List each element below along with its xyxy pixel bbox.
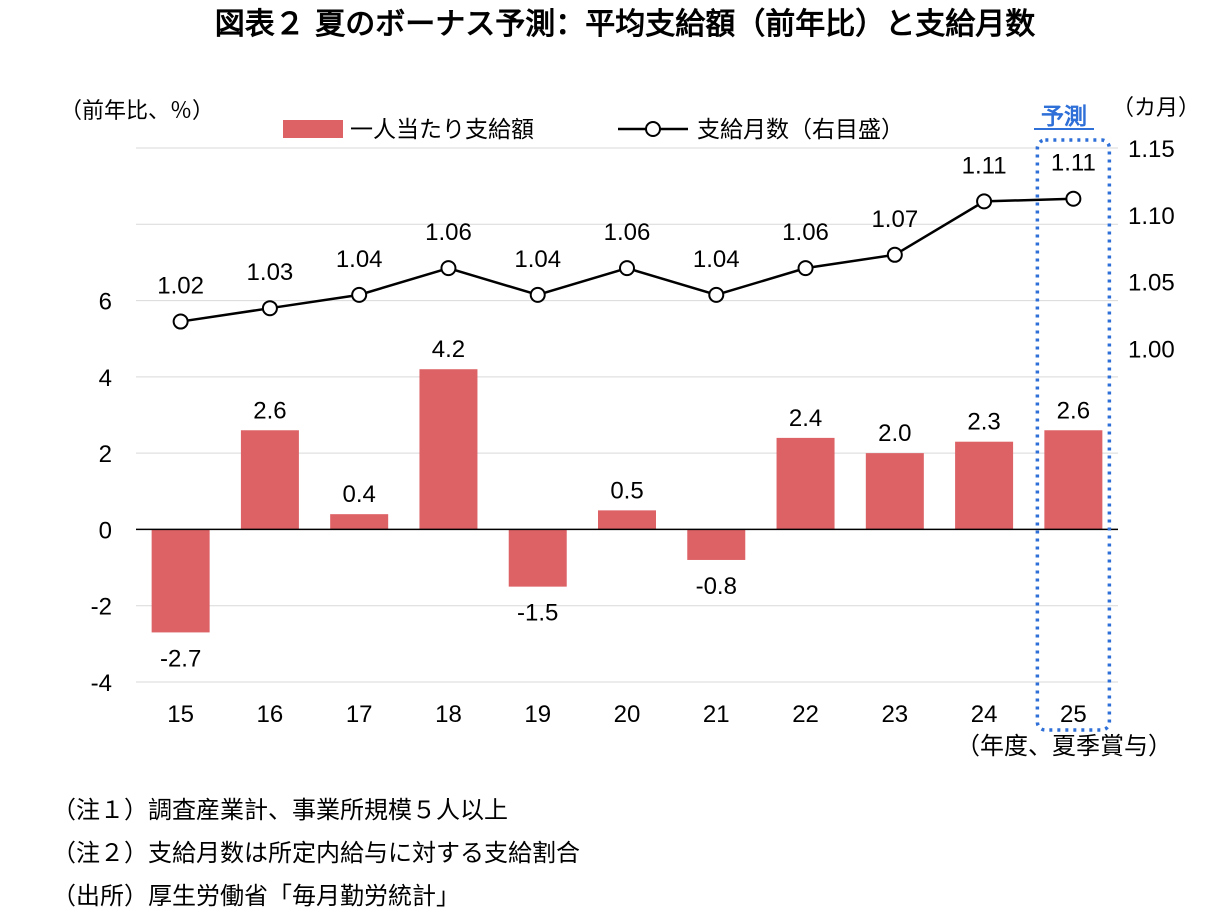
- x-tick-label: 20: [614, 701, 641, 728]
- bar-value-label: 2.4: [789, 405, 822, 432]
- line-value-label: 1.04: [336, 246, 383, 273]
- x-tick-label: 21: [703, 701, 730, 728]
- source-note: （出所）厚生労働省「毎月勤労統計」: [52, 882, 460, 910]
- forecast-label: 予測: [1041, 104, 1087, 130]
- note-1: （注１）調査産業計、事業所規模５人以上: [52, 796, 508, 824]
- bar-value-label: 2.6: [1057, 397, 1090, 424]
- line-value-label: 1.04: [514, 246, 561, 273]
- x-tick-label: 15: [167, 701, 194, 728]
- bar-value-label: -2.7: [160, 645, 201, 672]
- line-point: [440, 260, 457, 277]
- note-2: （注２）支給月数は所定内給与に対する支給割合: [52, 839, 580, 867]
- line-value-label: 1.02: [157, 273, 204, 300]
- line-value-label: 1.11: [1051, 150, 1096, 177]
- line-value-label: 1.03: [247, 259, 294, 286]
- left-axis-unit: （前年比、％）: [60, 99, 214, 124]
- bar-value-label: 4.2: [432, 336, 465, 363]
- line-value-label: 1.06: [604, 219, 651, 246]
- bar: [598, 510, 656, 530]
- y-left-tick-label: 0: [99, 517, 112, 544]
- y-left-tick-label: 2: [99, 441, 112, 468]
- legend: 一人当たり支給額 支給月数（右目盛）: [283, 117, 904, 143]
- bar: [240, 430, 299, 530]
- line-point: [351, 286, 368, 303]
- line-point: [797, 260, 814, 277]
- x-tick-label: 18: [435, 701, 462, 728]
- y-right-tick-label: 1.10: [1128, 203, 1175, 230]
- line-series-path: [180, 197, 1074, 323]
- bar-value-label: 2.6: [253, 397, 286, 424]
- bar-value-label: 2.0: [878, 420, 911, 447]
- y-right-tick-label: 1.00: [1128, 336, 1175, 363]
- bar: [776, 437, 835, 530]
- bar: [330, 514, 389, 530]
- x-tick-label: 19: [524, 701, 551, 728]
- legend-bar-swatch: [283, 120, 343, 138]
- chart-title: 図表２ 夏のボーナス予測：平均支給額（前年比）と支給月数: [215, 7, 1036, 42]
- line-value-label: 1.11: [962, 152, 1007, 179]
- legend-label-bar: 一人当たり支給額: [350, 117, 534, 143]
- bar: [419, 369, 478, 530]
- x-tick-label: 17: [346, 701, 373, 728]
- bar-value-label: -0.8: [696, 573, 737, 600]
- right-axis-unit: （カ月）: [1112, 96, 1200, 121]
- bar: [865, 453, 924, 530]
- bar-value-label: 0.5: [610, 477, 643, 504]
- bar: [151, 529, 210, 633]
- y-left-tick-label: -2: [91, 594, 112, 621]
- x-tick-label: 23: [881, 701, 908, 728]
- y-right-tick-label: 1.15: [1128, 136, 1175, 163]
- line-value-label: 1.07: [871, 206, 918, 233]
- bar-value-label: 2.3: [967, 409, 1000, 436]
- line-point: [529, 286, 546, 303]
- bar-value-label: 0.4: [342, 481, 375, 508]
- line-value-label: 1.06: [782, 219, 829, 246]
- line-point: [1065, 190, 1082, 207]
- plot-area: -4-202461.001.051.101.15-2.72.60.44.2-1.…: [91, 136, 1175, 732]
- line-point: [976, 193, 993, 210]
- forecast-highlight-box: [1035, 138, 1112, 732]
- y-right-tick-label: 1.05: [1128, 270, 1175, 297]
- line-point: [172, 313, 189, 330]
- y-left-tick-label: -4: [91, 670, 112, 697]
- x-tick-label: 24: [971, 701, 998, 728]
- bar: [955, 441, 1014, 530]
- line-point: [261, 300, 278, 317]
- bar: [508, 529, 567, 587]
- y-left-tick-label: 6: [99, 289, 112, 316]
- line-point: [619, 260, 635, 277]
- x-axis-label: （年度、夏季賞与）: [956, 733, 1172, 760]
- legend-label-line: 支給月数（右目盛）: [697, 117, 904, 143]
- line-value-label: 1.04: [693, 246, 740, 273]
- x-tick-label: 22: [792, 701, 819, 728]
- x-tick-label: 25: [1060, 701, 1087, 728]
- bar: [687, 529, 746, 560]
- line-point: [886, 246, 903, 263]
- line-point: [708, 286, 725, 303]
- chart: 図表２ 夏のボーナス予測：平均支給額（前年比）と支給月数 （前年比、％） （カ月…: [60, 7, 1200, 760]
- x-tick-label: 16: [257, 701, 284, 728]
- y-left-tick-label: 4: [99, 365, 112, 392]
- legend-line-marker: [645, 121, 661, 137]
- bar: [1044, 430, 1103, 530]
- bar-value-label: -1.5: [517, 600, 558, 627]
- line-value-label: 1.06: [425, 219, 472, 246]
